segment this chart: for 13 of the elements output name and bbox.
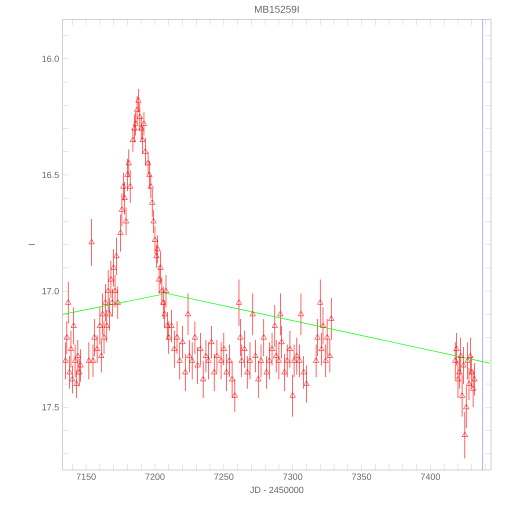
x-axis-title: JD - 2450000 (250, 486, 304, 494)
x-tick-label: 7200 (145, 474, 165, 480)
y-tick-label: 16.0 (42, 56, 59, 62)
x-tick-label: 7250 (214, 474, 234, 480)
x-tick-label: 7350 (352, 474, 372, 480)
x-tick-label: 7300 (283, 474, 302, 480)
x-tick-label: 7400 (420, 474, 440, 480)
y-tick-label: 16.5 (42, 172, 59, 178)
chart-title: MB15259I (254, 6, 299, 13)
x-tick-label: 7150 (76, 474, 96, 480)
y-tick-label: 17.5 (42, 404, 59, 410)
y-tick-label: 17.0 (42, 288, 59, 294)
y-axis-title: I (28, 244, 35, 246)
